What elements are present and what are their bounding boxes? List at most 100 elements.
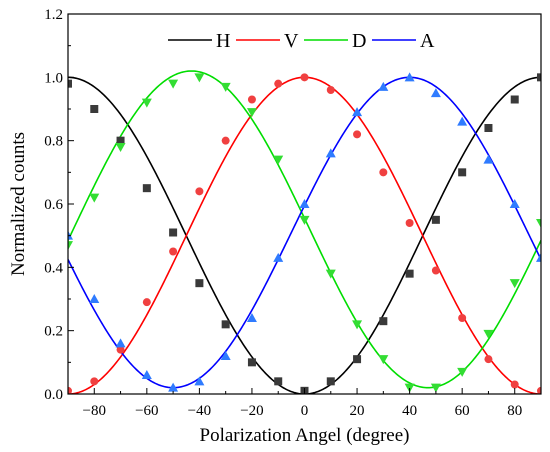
y-tick-label: 1.0 [44, 70, 63, 86]
x-tick-label: 40 [402, 403, 417, 419]
marker-d [89, 193, 100, 203]
marker-a [378, 81, 389, 91]
marker-a [430, 88, 441, 98]
legend-label-a: A [420, 30, 435, 52]
marker-h [221, 320, 230, 329]
marker-d [483, 329, 494, 339]
marker-d [194, 73, 205, 83]
marker-a [352, 107, 363, 117]
marker-a [220, 351, 231, 360]
marker-h [195, 279, 204, 288]
y-axis-label: Normalized counts [8, 132, 29, 276]
x-tick-label: −80 [83, 403, 106, 419]
marker-v [353, 130, 362, 139]
y-tick-label: 0.0 [44, 387, 63, 403]
marker-v [247, 95, 256, 104]
marker-d [246, 108, 257, 118]
x-tick-label: −40 [188, 403, 211, 419]
legend-label-v: V [284, 30, 299, 52]
marker-h [116, 136, 125, 145]
marker-v [300, 73, 309, 82]
x-tick-label: 0 [301, 403, 309, 419]
x-axis-label: Polarization Angel (degree) [200, 425, 410, 446]
marker-d [509, 279, 520, 289]
marker-v [116, 345, 125, 354]
marker-h [510, 95, 519, 104]
marker-v [169, 247, 178, 256]
marker-v [90, 377, 99, 386]
marker-a [536, 252, 541, 262]
y-tick-label: 0.6 [44, 197, 63, 213]
marker-v [484, 355, 493, 364]
x-axis: −80 −60 −40 −20 0 20 40 60 80 [67, 388, 542, 419]
marker-v [379, 168, 388, 177]
marker-v [221, 136, 230, 145]
marker-d [325, 269, 336, 279]
x-tick-label: −60 [135, 403, 158, 419]
data-markers [68, 72, 541, 394]
legend-label-h: H [216, 30, 230, 52]
marker-v [142, 298, 151, 307]
marker-h [142, 184, 151, 193]
marker-h [247, 358, 256, 367]
marker-a [168, 382, 179, 392]
marker-d [536, 219, 541, 228]
marker-v [195, 187, 204, 196]
marker-d [430, 383, 441, 393]
marker-h [379, 317, 388, 326]
marker-d [68, 241, 73, 251]
marker-v [537, 386, 541, 394]
marker-a [299, 199, 310, 208]
marker-h [169, 228, 178, 237]
marker-d [457, 367, 468, 377]
marker-d [273, 155, 284, 165]
marker-v [274, 79, 283, 88]
marker-v [458, 314, 467, 322]
marker-v [431, 266, 440, 275]
marker-a [457, 116, 468, 126]
marker-v [326, 86, 335, 94]
marker-h [405, 269, 414, 278]
marker-a [115, 338, 126, 348]
y-tick-label: 0.2 [44, 324, 63, 340]
marker-a [273, 252, 284, 262]
y-tick-label: 0.4 [44, 260, 63, 276]
x-tick-label: 20 [350, 403, 365, 419]
x-tick-label: 80 [507, 403, 522, 419]
marker-v [68, 386, 72, 394]
marker-d [220, 82, 231, 92]
fit-curve-h [68, 76, 541, 394]
marker-a [89, 294, 100, 303]
marker-d [378, 355, 389, 365]
marker-a [509, 199, 520, 208]
marker-h [68, 79, 72, 88]
marker-a [325, 148, 336, 158]
marker-h [537, 73, 541, 82]
marker-a [141, 370, 152, 379]
marker-h [326, 377, 335, 386]
marker-h [484, 124, 493, 132]
y-axis: 0.0 0.2 0.4 0.6 0.8 1.0 1.2 [44, 7, 74, 403]
marker-a [194, 376, 205, 386]
marker-h [274, 377, 283, 386]
marker-d [299, 215, 310, 225]
marker-d [115, 143, 126, 152]
marker-v [510, 380, 519, 389]
marker-h [353, 355, 362, 364]
marker-h [431, 215, 440, 224]
marker-d [352, 320, 363, 330]
marker-h [458, 168, 467, 177]
y-tick-label: 1.2 [44, 7, 63, 23]
marker-v [405, 219, 414, 227]
legend-label-d: D [352, 30, 366, 52]
marker-d [168, 79, 179, 89]
marker-d [141, 98, 152, 108]
x-tick-label: −20 [240, 403, 263, 419]
x-tick-label: 60 [455, 403, 470, 419]
marker-a [246, 313, 257, 322]
marker-a [404, 72, 415, 82]
marker-a [483, 154, 494, 164]
